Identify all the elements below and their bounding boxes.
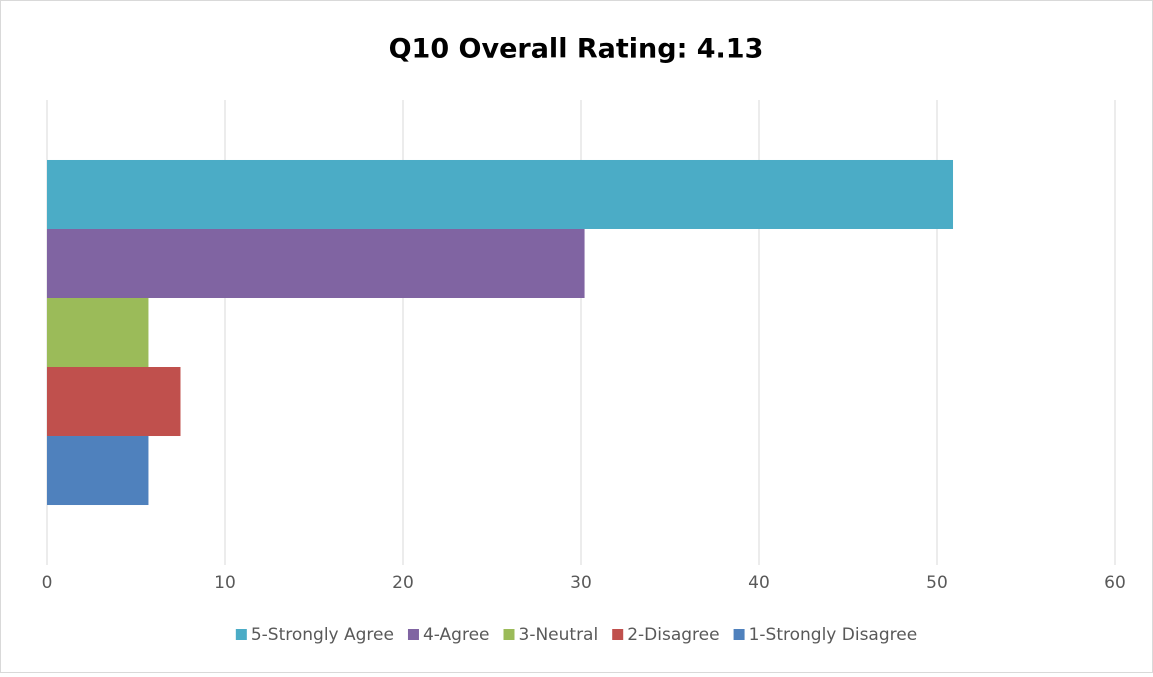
bar bbox=[47, 367, 181, 437]
bar bbox=[47, 436, 149, 506]
legend-label: 5-Strongly Agree bbox=[251, 625, 394, 645]
x-tick-label: 40 bbox=[748, 573, 770, 593]
x-tick-label: 30 bbox=[570, 573, 592, 593]
legend-swatch bbox=[235, 629, 247, 640]
x-tick-label: 10 bbox=[214, 573, 236, 593]
legend-swatch bbox=[503, 629, 515, 640]
chart-title: Q10 Overall Rating: 4.13 bbox=[389, 34, 764, 65]
x-tick-label: 0 bbox=[42, 573, 53, 593]
legend-swatch bbox=[733, 629, 745, 640]
legend-label: 3-Neutral bbox=[519, 625, 599, 645]
legend-swatch bbox=[612, 629, 624, 640]
legend-label: 2-Disagree bbox=[627, 625, 719, 645]
bar bbox=[47, 228, 585, 298]
legend-swatch bbox=[407, 629, 419, 640]
bar bbox=[47, 159, 954, 229]
x-tick-label: 50 bbox=[926, 573, 948, 593]
x-tick-label: 20 bbox=[392, 573, 414, 593]
x-tick-label: 60 bbox=[1104, 573, 1126, 593]
bar bbox=[47, 297, 149, 368]
legend-label: 4-Agree bbox=[423, 625, 490, 645]
legend-label: 1-Strongly Disagree bbox=[749, 625, 918, 645]
